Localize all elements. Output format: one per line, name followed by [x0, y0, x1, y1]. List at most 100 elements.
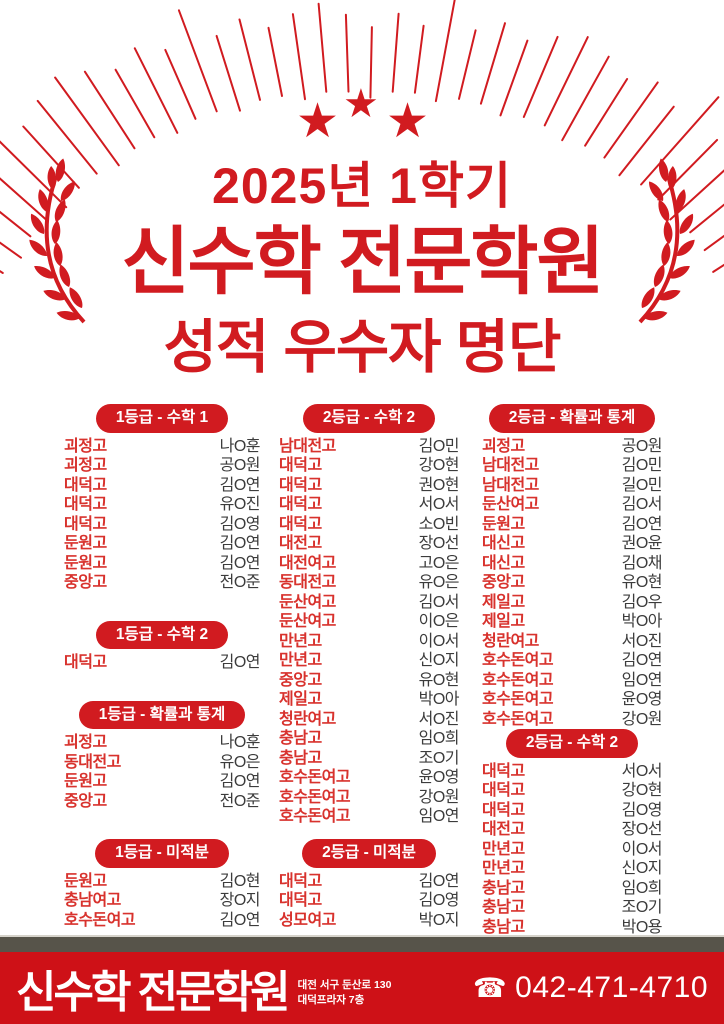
school-name: 둔원고 — [64, 554, 107, 572]
student-name: 김O서 — [418, 593, 460, 611]
list-row: 남대전고 김O민 — [482, 456, 663, 476]
school-name: 둔산여고 — [279, 593, 336, 611]
list-row: 호수돈여고 김O연 — [64, 911, 261, 931]
list-row: 청란여고 서O진 — [279, 710, 460, 730]
list-row: 둔원고 김O연 — [64, 534, 261, 554]
list-row: 호수돈여고 임O연 — [482, 671, 663, 691]
section-header-badge: 1등급 - 수학 1 — [95, 404, 229, 433]
list-row: 대덕고 김O영 — [482, 801, 663, 821]
student-name: 장O선 — [418, 535, 460, 552]
school-name: 괴정고 — [64, 437, 107, 455]
list-section: 2등급 - 확률과 통계 괴정고 공O원 남대전고 김O민 남대전고 길O민 둔산여고 김O서 둔… — [482, 404, 663, 729]
list-column-2: 2등급 - 수학 2 남대전고 김O민 대덕고 강O현 대덕고 권O현 대덕고 서O서 대덕고 소O… — [279, 404, 460, 930]
school-name: 동대전고 — [279, 574, 336, 591]
list-row: 호수돈여고 김O연 — [482, 651, 663, 671]
school-name: 대덕고 — [64, 654, 107, 671]
list-row: 충남고 조O기 — [482, 898, 663, 918]
student-name: 박O용 — [621, 918, 663, 936]
section-header-badge: 1등급 - 확률과 통계 — [78, 700, 246, 729]
section-header-badge: 2등급 - 수학 2 — [302, 404, 436, 433]
list-row: 괴정고 공O원 — [64, 456, 261, 476]
list-row: 만년고 이O서 — [279, 632, 460, 652]
school-name: 대덕고 — [64, 476, 107, 494]
student-name: 박O지 — [418, 911, 460, 929]
school-name: 중앙고 — [279, 671, 322, 689]
list-row: 충남고 박O용 — [482, 918, 663, 938]
list-section: 2등급 - 수학 2 남대전고 김O민 대덕고 강O현 대덕고 권O현 대덕고 서O서 대덕고 소O… — [279, 404, 460, 827]
list-row: 둔원고 김O연 — [64, 772, 261, 792]
student-name: 김O연 — [219, 773, 261, 790]
honor-roll-title: 성적 우수자 명단 — [163, 315, 562, 380]
section-header-badge: 2등급 - 미적분 — [302, 839, 436, 868]
school-name: 괴정고 — [64, 457, 107, 474]
school-name: 만년고 — [279, 632, 322, 650]
student-name: 이O서 — [621, 840, 663, 858]
student-name: 박O아 — [621, 613, 663, 630]
list-row: 대덕고 김O영 — [64, 515, 261, 535]
school-name: 호수돈여고 — [279, 808, 351, 825]
footer-address: 대전 서구 둔산로 130 대덕프라자 7층 — [298, 968, 392, 1008]
school-name: 대전고 — [279, 535, 322, 552]
section-header-badge: 2등급 - 수학 2 — [505, 729, 639, 758]
section-header-badge: 1등급 - 수학 2 — [95, 620, 229, 649]
student-name: 권O윤 — [621, 535, 663, 552]
phone-icon: ☎ — [473, 972, 508, 1003]
student-name: 임O희 — [418, 730, 460, 747]
school-name: 충남고 — [482, 899, 525, 916]
list-row: 제일고 박O아 — [279, 690, 460, 710]
student-name: 김O우 — [621, 593, 663, 611]
list-section: 2등급 - 미적분 대덕고 김O연 대덕고 김O영 성모여고 박O지 — [279, 839, 460, 930]
footer-olive-bar — [0, 937, 724, 952]
list-row: 중앙고 유O현 — [482, 573, 663, 593]
student-name: 강O현 — [418, 457, 460, 474]
school-name: 호수돈여고 — [482, 710, 554, 728]
academy-title: 신수학 전문학원 — [121, 220, 604, 303]
student-name: 임O연 — [621, 671, 663, 689]
school-name: 대덕고 — [279, 892, 322, 909]
list-row: 괴정고 나O훈 — [64, 733, 261, 753]
school-name: 남대전고 — [279, 437, 336, 455]
list-row: 남대전고 길O민 — [482, 476, 663, 496]
school-name: 동대전고 — [64, 753, 121, 771]
list-row: 충남고 조O기 — [279, 749, 460, 769]
list-section: 2등급 - 수학 2 대덕고 서O서 대덕고 강O현 대덕고 김O영 대전고 장O선 만년고 이O서… — [482, 729, 663, 938]
list-row: 만년고 이O서 — [482, 840, 663, 860]
student-name: 김O연 — [219, 476, 261, 494]
school-name: 둔원고 — [64, 773, 107, 790]
student-name: 김O연 — [621, 652, 663, 669]
student-name: 소O빈 — [418, 515, 460, 533]
school-name: 둔원고 — [482, 515, 525, 533]
student-name: 장O지 — [219, 892, 261, 909]
school-name: 중앙고 — [64, 792, 107, 810]
student-name: 공O원 — [219, 457, 261, 474]
school-name: 호수돈여고 — [64, 911, 136, 929]
school-name: 대덕고 — [64, 496, 107, 513]
list-row: 충남고 임O희 — [482, 879, 663, 899]
student-name: 강O현 — [621, 782, 663, 799]
school-name: 대덕고 — [279, 457, 322, 474]
student-name: 서O서 — [418, 496, 460, 513]
student-name: 김O서 — [621, 496, 663, 513]
school-name: 호수돈여고 — [482, 691, 554, 708]
school-name: 성모여고 — [279, 911, 336, 929]
school-name: 괴정고 — [64, 734, 107, 751]
student-name: 김O연 — [621, 515, 663, 533]
list-row: 둔산여고 이O은 — [279, 612, 460, 632]
student-name: 임O희 — [621, 879, 663, 897]
student-name: 조O기 — [418, 749, 460, 767]
student-name: 전O준 — [219, 574, 261, 591]
school-name: 충남고 — [279, 730, 322, 747]
list-row: 대덕고 김O연 — [64, 653, 261, 673]
student-name: 임O연 — [418, 808, 460, 825]
list-row: 대덕고 김O연 — [279, 872, 460, 892]
list-column-1: 1등급 - 수학 1 괴정고 나O훈 괴정고 공O원 대덕고 김O연 대덕고 유O진 대덕고 김O영… — [64, 404, 261, 931]
list-row: 호수돈여고 윤O영 — [279, 768, 460, 788]
school-name: 대덕고 — [279, 515, 322, 533]
list-section: 1등급 - 미적분 둔원고 김O현 충남여고 장O지 호수돈여고 김O연 — [64, 839, 261, 931]
list-row: 중앙고 유O현 — [279, 671, 460, 691]
school-name: 제일고 — [279, 691, 322, 708]
student-name: 전O준 — [219, 792, 261, 810]
semester-title: 2025년 1학기 — [212, 158, 512, 214]
list-row: 만년고 신O지 — [279, 651, 460, 671]
